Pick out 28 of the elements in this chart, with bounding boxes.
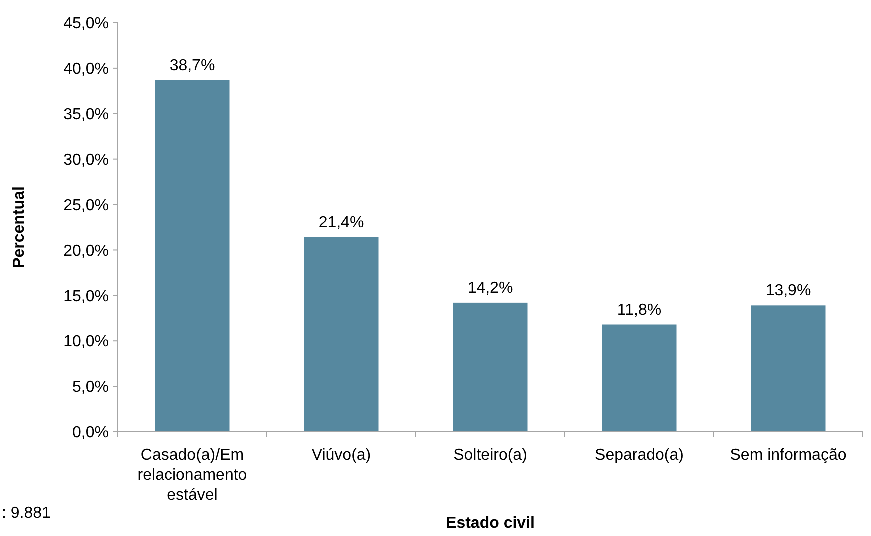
y-tick-label: 5,0% bbox=[72, 379, 109, 396]
x-tick-label: Sem informação bbox=[730, 447, 847, 464]
y-tick-label: 40,0% bbox=[64, 61, 109, 78]
x-axis-title: Estado civil bbox=[446, 515, 535, 532]
data-label: 13,9% bbox=[766, 282, 812, 300]
x-tick-label: Viúvo(a) bbox=[312, 447, 372, 464]
x-tick-label: Separado(a) bbox=[595, 447, 684, 464]
bar bbox=[751, 306, 826, 432]
y-tick-label: 20,0% bbox=[64, 242, 109, 260]
y-tick-label: 45,0% bbox=[64, 16, 109, 33]
bar bbox=[155, 80, 230, 432]
data-label: 11,8% bbox=[617, 302, 662, 319]
y-tick-label: 10,0% bbox=[64, 334, 109, 351]
y-tick-label: 25,0% bbox=[64, 197, 109, 214]
y-tick-label: 35,0% bbox=[64, 106, 109, 124]
data-label: 14,2% bbox=[468, 280, 514, 297]
x-tick-label: Solteiro(a) bbox=[454, 447, 528, 464]
data-label: 38,7% bbox=[170, 57, 216, 74]
text: : 9.881 bbox=[2, 505, 52, 522]
y-axis-title: Percentual bbox=[11, 186, 28, 268]
bar bbox=[304, 238, 379, 432]
y-tick-label: 30,0% bbox=[64, 152, 109, 169]
y-tick-label: 15,0% bbox=[64, 288, 109, 306]
data-label: 21,4% bbox=[318, 214, 364, 232]
y-tick-label: 0,0% bbox=[72, 424, 109, 442]
bar bbox=[453, 302, 528, 432]
bar bbox=[602, 324, 677, 432]
x-tick-label: Casado(a)/Em relacionamento estável bbox=[138, 447, 248, 504]
